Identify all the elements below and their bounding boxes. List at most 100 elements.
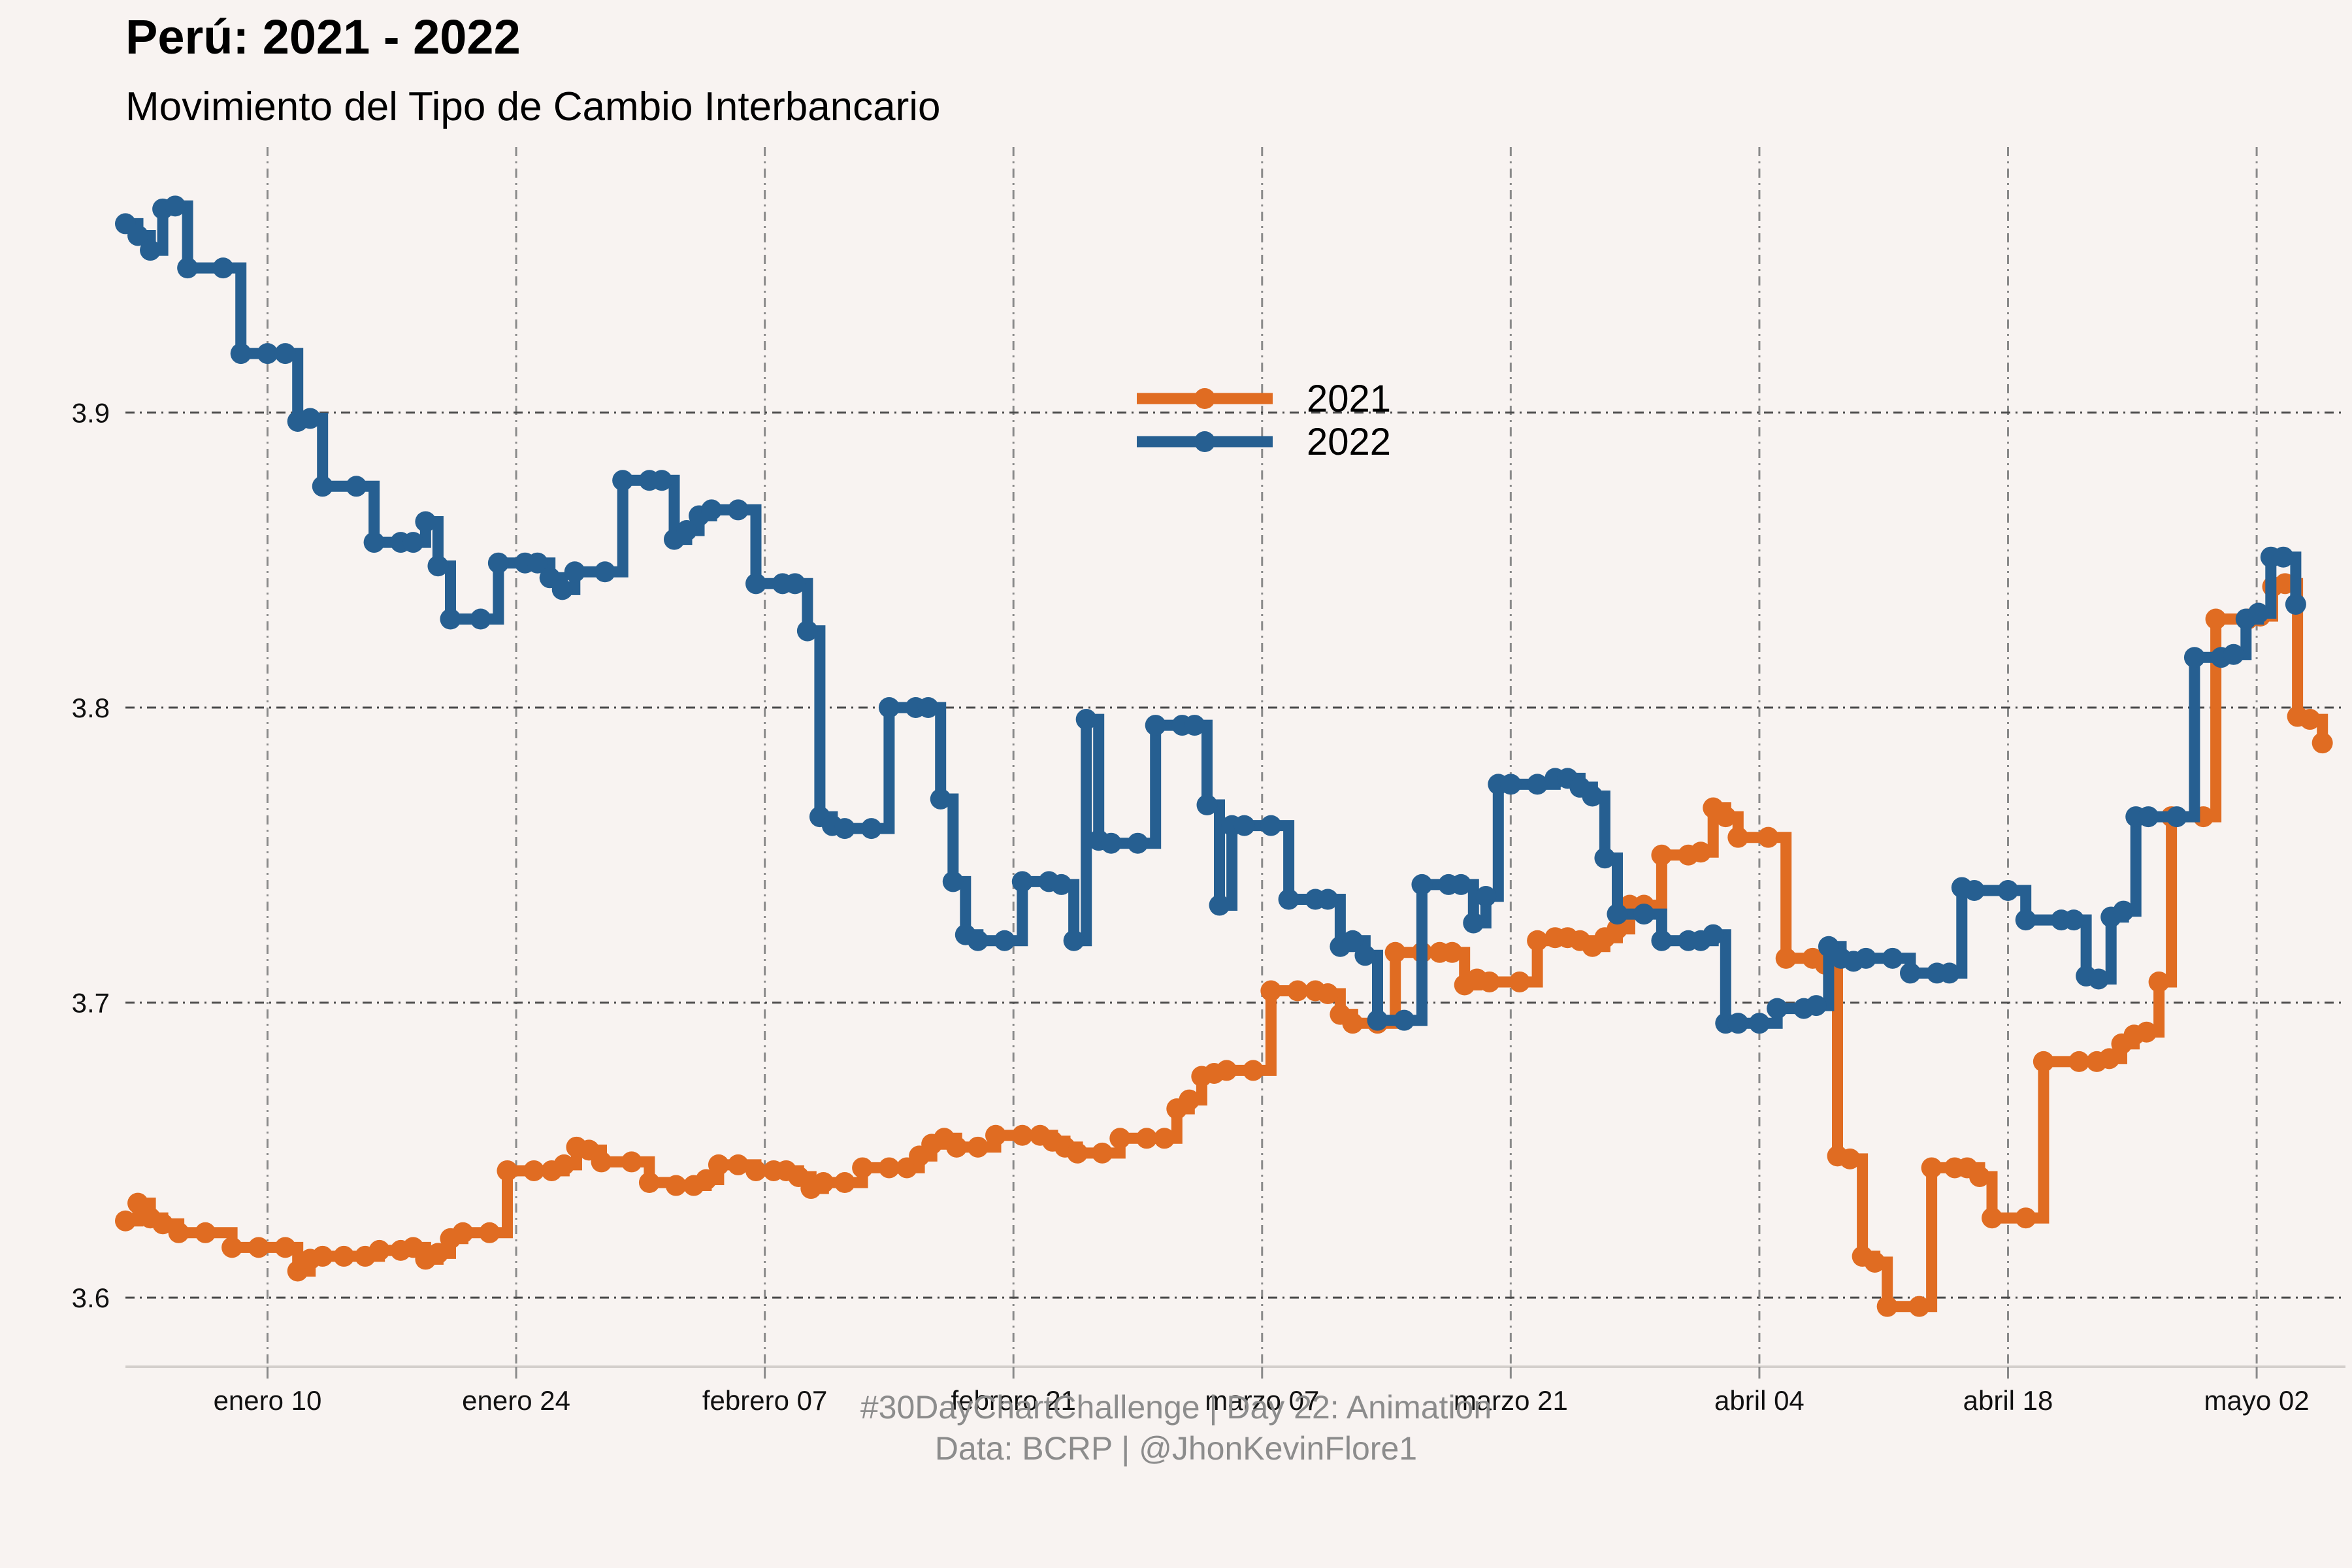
data-point (1450, 874, 1472, 895)
data-point (727, 499, 749, 521)
data-point (651, 470, 672, 491)
data-point (440, 608, 461, 630)
data-point (930, 788, 951, 809)
data-point (1317, 983, 1339, 1005)
data-point (274, 343, 296, 365)
data-point (1145, 715, 1166, 736)
data-point (1342, 1013, 1364, 1034)
data-point (1582, 785, 1603, 807)
x-tick-label: febrero 07 (702, 1385, 827, 1416)
data-point (994, 930, 1015, 951)
data-point (1500, 774, 1522, 795)
data-point (1908, 1296, 1930, 1317)
series-2022 (115, 195, 2306, 1034)
data-point (2148, 971, 2170, 992)
data-point (1607, 918, 1628, 939)
data-point (1184, 715, 1205, 736)
data-point (1938, 962, 1960, 984)
data-point (612, 470, 634, 491)
data-point (701, 499, 723, 521)
data-point (813, 1172, 834, 1194)
data-point (2063, 909, 2085, 931)
data-point (1651, 844, 1673, 866)
legend-key-point (1194, 431, 1215, 452)
data-point (1839, 1148, 1861, 1169)
data-point (368, 1239, 390, 1261)
data-point (1757, 826, 1779, 848)
data-point (1092, 1142, 1113, 1164)
data-point (564, 561, 585, 583)
data-point (1855, 947, 1877, 969)
y-tick-label: 3.7 (72, 988, 110, 1019)
data-point (1651, 930, 1673, 951)
data-point (127, 1192, 149, 1214)
data-point (1100, 832, 1122, 854)
data-point (745, 1160, 767, 1181)
data-point (257, 343, 278, 365)
data-point (2033, 1051, 2054, 1072)
data-point (2272, 546, 2294, 568)
data-point (523, 1160, 545, 1181)
data-point (402, 532, 424, 553)
data-point (1607, 904, 1628, 925)
data-point (860, 818, 882, 840)
data-point (152, 1213, 174, 1235)
data-point (2205, 608, 2227, 630)
data-point (1196, 794, 1218, 816)
data-point (2166, 806, 2187, 828)
x-tick-label: enero 24 (462, 1385, 570, 1416)
x-tick-label: enero 10 (214, 1385, 322, 1416)
x-axis-ticks: enero 10 enero 24 febrero 07 febrero 21 marz… (214, 1367, 2310, 1416)
data-point (1594, 847, 1616, 869)
data-point (248, 1237, 269, 1258)
data-point (1690, 841, 1712, 863)
y-tick-label: 3.9 (72, 397, 110, 428)
data-point (594, 561, 615, 583)
data-point (312, 476, 333, 497)
data-point (1342, 930, 1364, 951)
data-point (346, 476, 367, 497)
data-point (415, 511, 436, 532)
data-point (917, 696, 939, 718)
data-point (834, 818, 855, 840)
data-point (1067, 1142, 1088, 1164)
data-point (1509, 971, 1530, 992)
data-point (708, 1154, 729, 1175)
data-point (1963, 879, 1985, 901)
data-point (1317, 889, 1339, 910)
data-point (2299, 709, 2321, 730)
data-point (946, 1136, 968, 1158)
data-point (1233, 815, 1255, 836)
series-2021 (115, 573, 2333, 1317)
data-point (2015, 909, 2036, 931)
data-point (2183, 647, 2205, 668)
data-point (212, 257, 234, 279)
data-point (1260, 815, 1282, 836)
data-point (1921, 1157, 1942, 1179)
x-tick-label: marzo 21 (1454, 1385, 1568, 1416)
data-point (1727, 826, 1749, 848)
data-point (1411, 874, 1433, 895)
y-tick-label: 3.6 (72, 1282, 110, 1313)
chart-title: Perú: 2021 - 2022 (125, 10, 521, 64)
data-point (527, 552, 548, 574)
data-point (1354, 945, 1376, 966)
data-point (1527, 930, 1548, 951)
data-point (1876, 1296, 1898, 1317)
data-point (967, 930, 988, 951)
grid-lines (125, 147, 2345, 1367)
x-tick-label: abril 18 (1963, 1385, 2053, 1416)
x-tick-label: febrero 21 (951, 1385, 1075, 1416)
data-point (2311, 732, 2333, 754)
data-point (1805, 995, 1827, 1017)
data-point (1969, 1166, 1991, 1187)
data-point (333, 1245, 355, 1267)
data-point (621, 1151, 642, 1173)
caption-challenge: #30DayChartChallenge | Day 22: Animation (860, 1389, 1492, 1426)
data-point (487, 552, 509, 574)
data-point (1864, 1251, 1886, 1273)
data-point (299, 408, 321, 429)
chart-subtitle: Movimiento del Tipo de Cambio Interbanca… (125, 84, 941, 129)
y-tick-label: 3.8 (72, 693, 110, 723)
data-point (1075, 709, 1097, 730)
